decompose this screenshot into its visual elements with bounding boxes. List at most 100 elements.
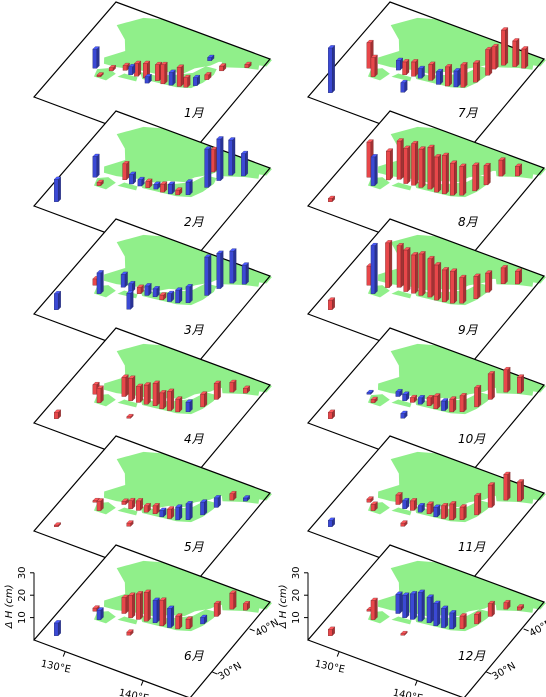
bar-front [396, 60, 401, 71]
bar-top [402, 592, 410, 596]
bar-r-141-37.8 [474, 384, 482, 408]
month-label: 12月 [458, 649, 486, 663]
bar-side [463, 392, 467, 413]
bar-top [435, 68, 444, 72]
bar-front [474, 495, 479, 516]
bar-front [485, 272, 490, 293]
bar-side [478, 384, 482, 408]
bar-top [92, 605, 100, 609]
bar-side [171, 388, 175, 411]
bar-front [183, 77, 188, 88]
bar-side [96, 46, 100, 69]
bar-r-137.3-34.8 [434, 154, 442, 193]
bar-top [441, 267, 450, 271]
bar-side [415, 252, 419, 294]
bar-top [229, 379, 237, 383]
bar-top [175, 613, 183, 617]
bar-b-136.3-34.9 [152, 285, 160, 298]
bar-r-132.6-34.6 [396, 242, 404, 288]
bar-side [507, 471, 511, 501]
z-axis: 10 20 30Δ H (cm) [4, 566, 35, 640]
bar-side [521, 479, 524, 502]
bar-front [193, 77, 198, 86]
bar-top [370, 154, 378, 158]
bar-front [500, 267, 506, 285]
bar-r-141.6-39.5 [485, 46, 493, 76]
bar-b-134.4-34.4 [409, 590, 418, 620]
panel-3: 2月 [32, 110, 272, 265]
bar-side [163, 597, 167, 627]
bar-b-127.8-26.2 [327, 517, 336, 528]
bar-side [457, 68, 461, 88]
bar-top [441, 605, 449, 609]
bar-side [180, 64, 184, 87]
land-area [391, 73, 412, 82]
panel-frame [306, 544, 546, 697]
bar-top [241, 262, 249, 266]
bar-r-139-35.3 [175, 187, 183, 196]
bar-front [485, 49, 490, 76]
panel-frame [32, 544, 272, 697]
bar-top [135, 591, 144, 595]
bar-b-133.5-34.2 [128, 280, 136, 293]
bar-side [477, 273, 481, 300]
bar-top [474, 385, 482, 388]
z-tick-label: 10 [291, 611, 302, 624]
bar-r-134.4-34.4 [409, 394, 418, 403]
bar-top [126, 629, 134, 633]
bar-top [427, 144, 435, 148]
bar-top [400, 520, 408, 524]
bar-side [100, 385, 104, 404]
bar-front [402, 500, 407, 509]
bar-front [426, 397, 432, 407]
bar-b-141-37.8 [200, 614, 208, 625]
bar-front [152, 288, 158, 298]
bar-front [120, 274, 126, 288]
bar-top [459, 274, 467, 278]
bar-top [175, 187, 183, 191]
bar-r-136.3-34.9 [152, 502, 160, 515]
bar-front [370, 245, 376, 294]
bar-top [460, 62, 468, 65]
bar-side [525, 46, 529, 69]
bar-top [242, 385, 251, 389]
lat-tick-label: 30°N [490, 661, 517, 683]
bar-front [517, 376, 522, 394]
bar-r-141.7-40 [213, 600, 221, 617]
bar-front [167, 293, 172, 302]
bar-front [122, 65, 128, 71]
bar-top [153, 181, 161, 185]
bar-r-134.4-34.4 [135, 497, 144, 511]
bar-r-135.3-34.6 [143, 382, 151, 405]
bar-r-135.5-34.6 [145, 178, 153, 189]
bar-r-141.7-40 [213, 380, 221, 400]
bar-front [152, 505, 158, 515]
bar-top [96, 498, 104, 502]
month-label: 6月 [184, 649, 205, 663]
bar-top [449, 396, 457, 400]
bar-front [96, 500, 102, 511]
bar-top [370, 597, 378, 601]
bar-r-136.4-34.9 [427, 255, 435, 298]
bar-side [487, 162, 491, 186]
bar-top [498, 157, 506, 161]
bar-front [503, 474, 508, 501]
bar-front [450, 270, 455, 304]
bar-top [417, 503, 425, 506]
bar-front [433, 395, 438, 410]
bar-r-130.6-31.8 [96, 385, 104, 404]
bar-r-134.8-31 [126, 520, 134, 527]
bar-front [403, 148, 408, 184]
bar-top [402, 498, 410, 501]
bar-top [433, 600, 441, 604]
bar-r-132.6-34.5 [122, 160, 130, 181]
bar-top [459, 504, 467, 508]
bar-front [159, 600, 164, 627]
land-area [140, 175, 217, 198]
bar-front [243, 497, 248, 502]
bar-top [396, 243, 404, 246]
bar-top [472, 60, 481, 64]
bar-r-137.2-34.8 [159, 292, 167, 301]
bar-front [487, 603, 493, 617]
